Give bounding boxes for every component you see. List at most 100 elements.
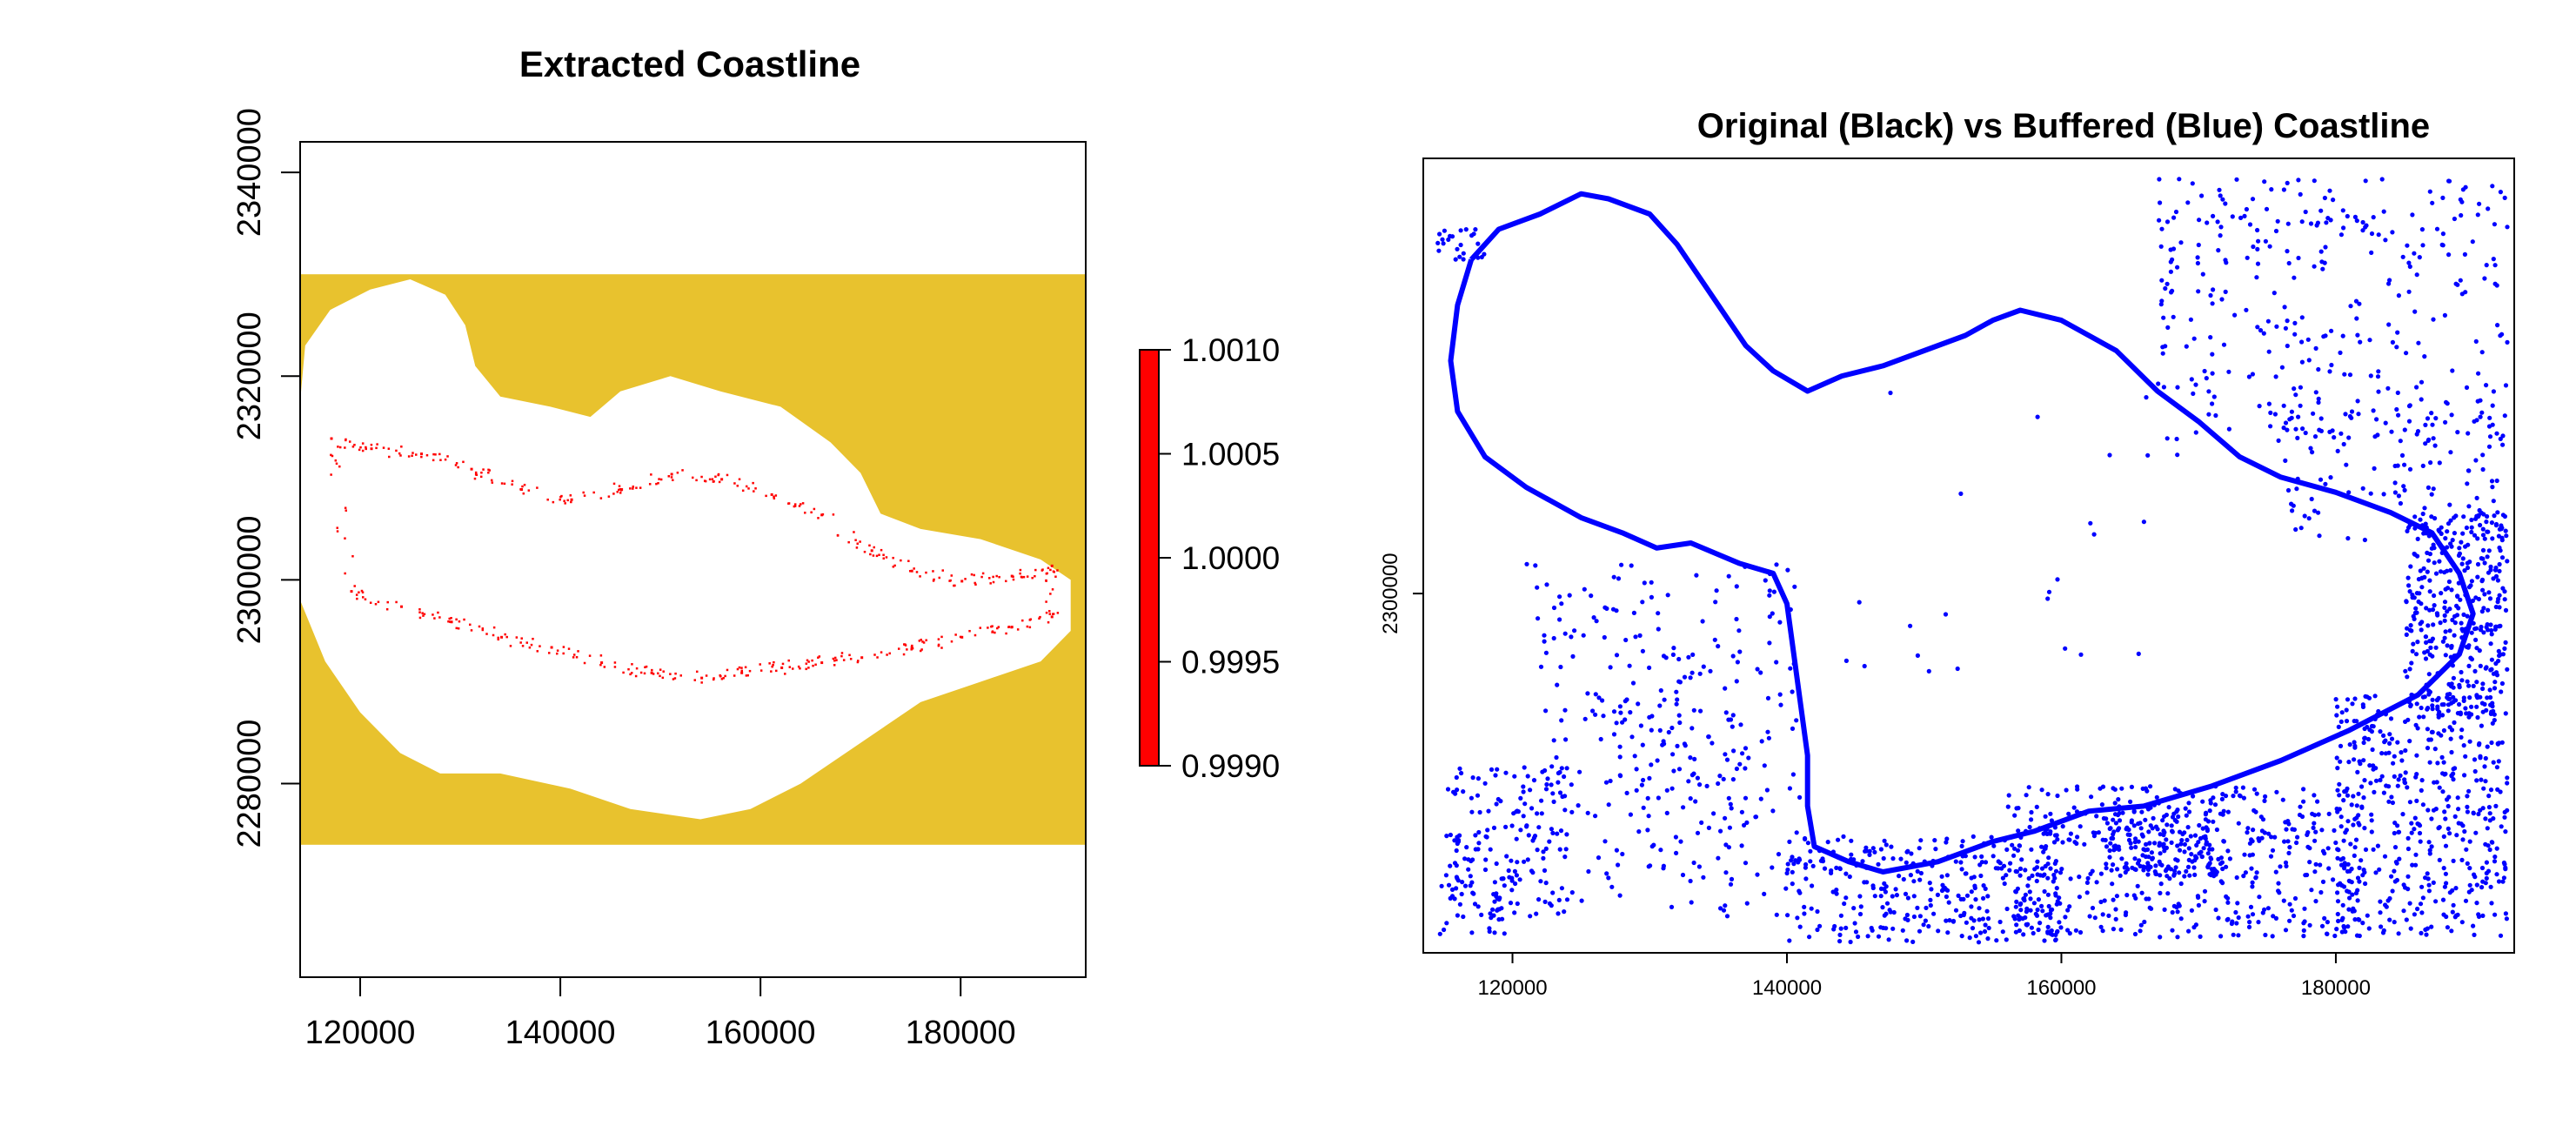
buffered-point (2446, 826, 2451, 832)
buffered-point (1585, 810, 1590, 815)
buffered-point (2381, 733, 2386, 739)
buffered-point (1723, 842, 1729, 848)
buffered-point (2078, 929, 2084, 935)
buffered-point (1910, 939, 1916, 944)
coastline-point (718, 480, 721, 484)
buffered-point (2483, 841, 2488, 847)
buffered-point (2492, 712, 2497, 717)
buffered-point (1455, 841, 1460, 847)
buffered-point (2451, 675, 2456, 680)
buffered-point (2120, 810, 2125, 815)
buffered-point (2376, 232, 2381, 238)
buffered-point (2450, 888, 2455, 893)
coastline-point (634, 674, 638, 678)
buffered-point (1712, 637, 1717, 642)
buffered-point (2341, 441, 2346, 447)
buffered-point (1960, 839, 1965, 844)
buffered-point (2063, 915, 2068, 920)
buffered-point (1701, 664, 1706, 669)
buffered-point (2312, 434, 2318, 439)
buffered-point (2372, 434, 2378, 439)
coastline-point (740, 671, 744, 674)
coastline-point (700, 676, 704, 680)
buffered-point (2312, 178, 2317, 184)
buffered-point (2117, 818, 2123, 823)
buffered-point (2257, 895, 2262, 900)
coastline-point (1054, 575, 1057, 578)
buffered-point (2419, 397, 2424, 402)
buffered-point (2407, 800, 2412, 805)
buffered-point (2414, 272, 2419, 278)
buffered-point (2472, 668, 2478, 674)
buffered-point (2000, 929, 2005, 935)
buffered-point (2174, 436, 2179, 442)
buffered-point (2196, 902, 2201, 908)
buffered-point (2430, 653, 2435, 659)
buffered-point (2436, 826, 2441, 831)
buffered-point (1767, 571, 1773, 577)
buffered-point (1960, 854, 1965, 859)
buffered-point (1620, 851, 1625, 857)
buffered-point (2427, 760, 2432, 765)
buffered-point (1452, 896, 1457, 901)
buffered-point (1543, 650, 1549, 655)
coastline-point (886, 653, 888, 656)
buffered-point (1536, 825, 1542, 830)
coastline-point (855, 546, 859, 549)
buffered-point (2128, 799, 2133, 805)
buffered-point (2451, 694, 2456, 700)
buffered-point (2262, 907, 2267, 912)
buffered-point (2459, 620, 2464, 626)
legend-tick-label: 0.9990 (1181, 748, 1280, 784)
coastline-point (1010, 574, 1014, 578)
buffered-point (1695, 830, 1701, 835)
buffered-point (2474, 680, 2479, 685)
buffered-point (2404, 600, 2409, 605)
coastline-point (726, 473, 729, 477)
buffered-point (2324, 220, 2329, 225)
coastline-point (377, 600, 380, 604)
buffered-point (2276, 438, 2281, 443)
buffered-point (2320, 848, 2326, 854)
buffered-point (2490, 700, 2495, 706)
buffered-point (2394, 877, 2399, 883)
buffered-point (2150, 826, 2155, 831)
buffered-point (1991, 843, 1997, 848)
coastline-point (918, 640, 921, 642)
buffered-point (2221, 342, 2227, 347)
buffered-point (1972, 885, 1977, 891)
buffered-point (2401, 908, 2406, 914)
buffered-point (1944, 836, 1950, 841)
coastline-point (854, 539, 857, 541)
buffered-point (1736, 628, 1742, 633)
buffered-point (2052, 833, 2058, 838)
buffered-point (2251, 787, 2258, 792)
coastline-point (908, 570, 912, 573)
coastline-point (695, 479, 698, 482)
buffered-point (2226, 369, 2231, 374)
buffered-point (2432, 593, 2437, 599)
buffered-point (1609, 884, 1615, 889)
buffered-point (2227, 856, 2232, 861)
buffered-point (2441, 834, 2446, 840)
buffered-point (1743, 861, 1749, 866)
coastline-point (806, 659, 809, 662)
coastline-point (361, 442, 365, 445)
buffered-point (1457, 901, 1462, 907)
buffered-point (1727, 825, 1732, 830)
buffered-point (2174, 819, 2179, 824)
buffered-point (2039, 866, 2045, 871)
coastline-point (360, 589, 364, 593)
coastline-point (937, 638, 940, 640)
coastline-point (738, 666, 741, 669)
buffered-point (2462, 828, 2467, 834)
buffered-point (2358, 339, 2363, 345)
buffered-point (1454, 875, 1459, 880)
buffered-point (2442, 809, 2447, 814)
buffered-point (2338, 731, 2344, 736)
buffered-point (1973, 897, 1978, 902)
buffered-point (1529, 806, 1535, 811)
buffered-point (1496, 907, 1502, 912)
buffered-point (2138, 826, 2144, 831)
buffered-point (1694, 573, 1699, 578)
